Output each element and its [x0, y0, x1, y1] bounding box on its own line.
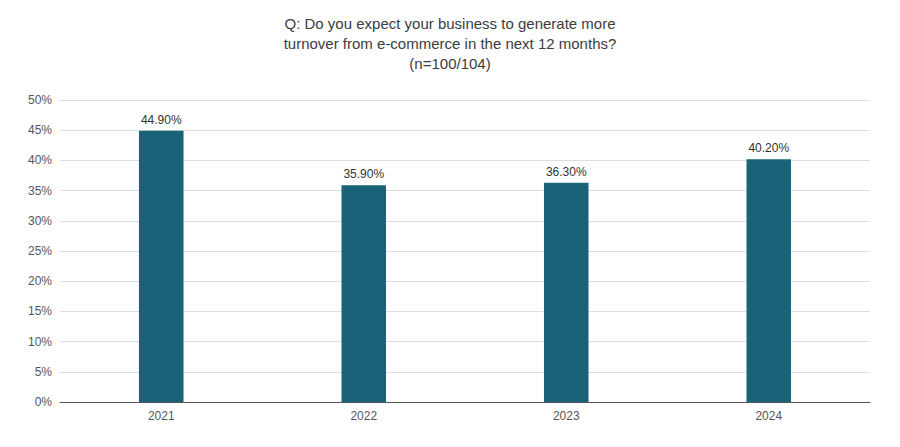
svg-text:0%: 0% — [35, 395, 53, 409]
svg-text:10%: 10% — [28, 335, 52, 349]
svg-text:15%: 15% — [28, 304, 52, 318]
svg-text:35.90%: 35.90% — [343, 167, 384, 181]
svg-text:2023: 2023 — [553, 409, 580, 423]
svg-text:(n=100/104): (n=100/104) — [409, 55, 490, 72]
svg-text:20%: 20% — [28, 274, 52, 288]
svg-text:40.20%: 40.20% — [748, 141, 789, 155]
svg-text:5%: 5% — [35, 365, 53, 379]
svg-text:44.90%: 44.90% — [141, 113, 182, 127]
svg-text:2022: 2022 — [350, 409, 377, 423]
svg-text:Q: Do you expect your business: Q: Do you expect your business to genera… — [284, 15, 615, 32]
svg-text:turnover from e-commerce in th: turnover from e-commerce in the next 12 … — [284, 35, 617, 52]
svg-text:35%: 35% — [28, 184, 52, 198]
svg-text:30%: 30% — [28, 214, 52, 228]
svg-text:25%: 25% — [28, 244, 52, 258]
svg-text:36.30%: 36.30% — [546, 165, 587, 179]
svg-text:50%: 50% — [28, 93, 52, 107]
svg-text:40%: 40% — [28, 153, 52, 167]
svg-text:2021: 2021 — [148, 409, 175, 423]
svg-text:45%: 45% — [28, 123, 52, 137]
svg-text:2024: 2024 — [755, 409, 782, 423]
